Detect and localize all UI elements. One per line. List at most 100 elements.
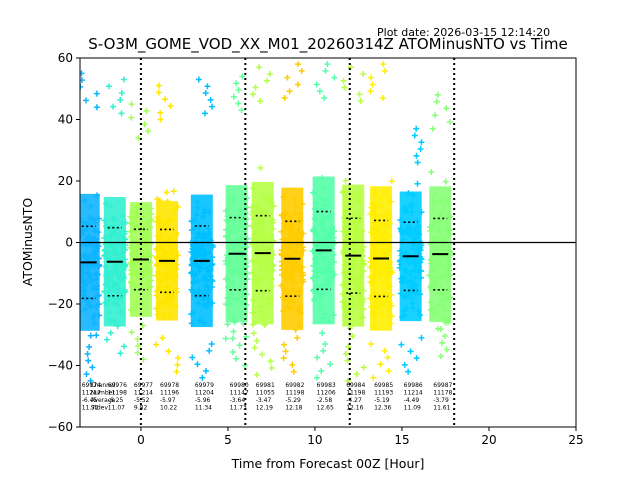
scatter-point: [192, 271, 199, 278]
scatter-point: [168, 247, 175, 254]
scatter-point: [226, 195, 233, 202]
scatter-point: [378, 203, 385, 210]
scatter-point: [173, 288, 180, 295]
scatter-point: [299, 269, 306, 276]
scatter-series-69978: [153, 82, 181, 375]
scatter-point: [358, 247, 365, 254]
scatter-point: [358, 279, 365, 286]
scatter-point: [292, 268, 299, 275]
scatter-point: [367, 88, 374, 95]
scatter-point: [428, 225, 435, 232]
scatter-point: [360, 70, 367, 77]
scatter-point: [167, 102, 174, 109]
scatter-point: [322, 197, 329, 204]
scatter-point: [342, 218, 349, 225]
scatter-point: [441, 332, 448, 339]
scatter-point: [128, 114, 135, 121]
scatter-point: [446, 267, 453, 274]
scatter-point: [369, 200, 376, 207]
scatter-point: [354, 274, 361, 281]
scatter-point: [415, 307, 422, 314]
stat-number-69984: 11198: [346, 390, 365, 397]
scatter-point: [353, 371, 360, 378]
scatter-point: [439, 304, 446, 311]
scatter-point: [109, 269, 116, 276]
y-tick-label-20: 20: [58, 174, 73, 188]
scatter-point: [153, 246, 160, 253]
scatter-point: [279, 294, 286, 301]
scatter-point: [145, 282, 152, 289]
scatter-point: [164, 198, 171, 205]
scatter-point: [119, 292, 126, 299]
scatter-point: [397, 261, 404, 268]
scatter-point: [417, 311, 424, 318]
scatter-point: [432, 282, 439, 289]
scatter-series-69985: [367, 61, 396, 381]
scatter-point: [154, 286, 161, 293]
scatter-point: [294, 334, 301, 341]
scatter-point: [414, 230, 421, 237]
scatter-point: [297, 231, 304, 238]
scatter-point: [413, 355, 420, 362]
scatter-point: [101, 217, 108, 224]
scatter-point: [170, 287, 177, 294]
scatter-point: [201, 110, 208, 117]
scatter-point: [129, 209, 136, 216]
scatter-point: [406, 283, 413, 290]
scatter-point: [93, 332, 100, 339]
scatter-point: [202, 368, 209, 375]
stat-stdev-69986: 11.09: [404, 405, 421, 412]
scatter-point: [429, 283, 436, 290]
scatter-point: [249, 257, 256, 264]
scatter-point: [343, 272, 350, 279]
scatter-point: [259, 314, 266, 321]
scatter-point: [434, 91, 441, 98]
scatter-point: [250, 321, 257, 328]
scatter-point: [111, 217, 118, 224]
scatter-point: [369, 81, 376, 88]
scatter-point: [233, 296, 240, 303]
scatter-point: [429, 206, 436, 213]
scatter-point: [319, 264, 326, 271]
scatter-point: [284, 265, 291, 272]
scatter-point: [164, 219, 171, 226]
scatter-point: [287, 305, 294, 312]
scatter-point: [319, 315, 326, 322]
scatter-point: [317, 195, 324, 202]
stat-number-69980: 11147: [230, 390, 249, 397]
stat-channel-69983: 69983: [317, 382, 336, 389]
scatter-point: [144, 220, 151, 227]
scatter-point: [261, 322, 268, 329]
scatter-point: [229, 222, 236, 229]
scatter-point: [160, 286, 167, 293]
scatter-point: [342, 247, 349, 254]
scatter-point: [249, 91, 256, 98]
scatter-point: [443, 346, 450, 353]
scatter-point: [204, 83, 211, 90]
scatter-point: [441, 314, 448, 321]
scatter-point: [238, 107, 245, 114]
scatter-point: [84, 350, 91, 357]
scatter-point: [318, 368, 325, 375]
scatter-point: [296, 322, 303, 329]
scatter-point: [172, 248, 179, 255]
scatter-series-69986: [396, 125, 425, 375]
scatter-point: [322, 340, 329, 347]
scatter-point: [228, 292, 235, 299]
scatter-point: [164, 282, 171, 289]
stat-label-average: Average: [91, 397, 116, 404]
scatter-point: [231, 198, 238, 205]
scatter-point: [353, 220, 360, 227]
scatter-point: [86, 344, 93, 351]
scatter-point: [343, 350, 350, 357]
stat-number-69979: 11204: [195, 390, 214, 397]
scatter-point: [148, 205, 155, 212]
scatter-point: [386, 233, 393, 240]
scatter-point: [313, 264, 320, 271]
scatter-point: [288, 288, 295, 295]
stat-stdev-69978: 10.22: [160, 405, 177, 412]
scatter-point: [258, 303, 265, 310]
scatter-point: [426, 272, 433, 279]
scatter-point: [340, 303, 347, 310]
y-tick-label-60: 60: [58, 51, 73, 65]
